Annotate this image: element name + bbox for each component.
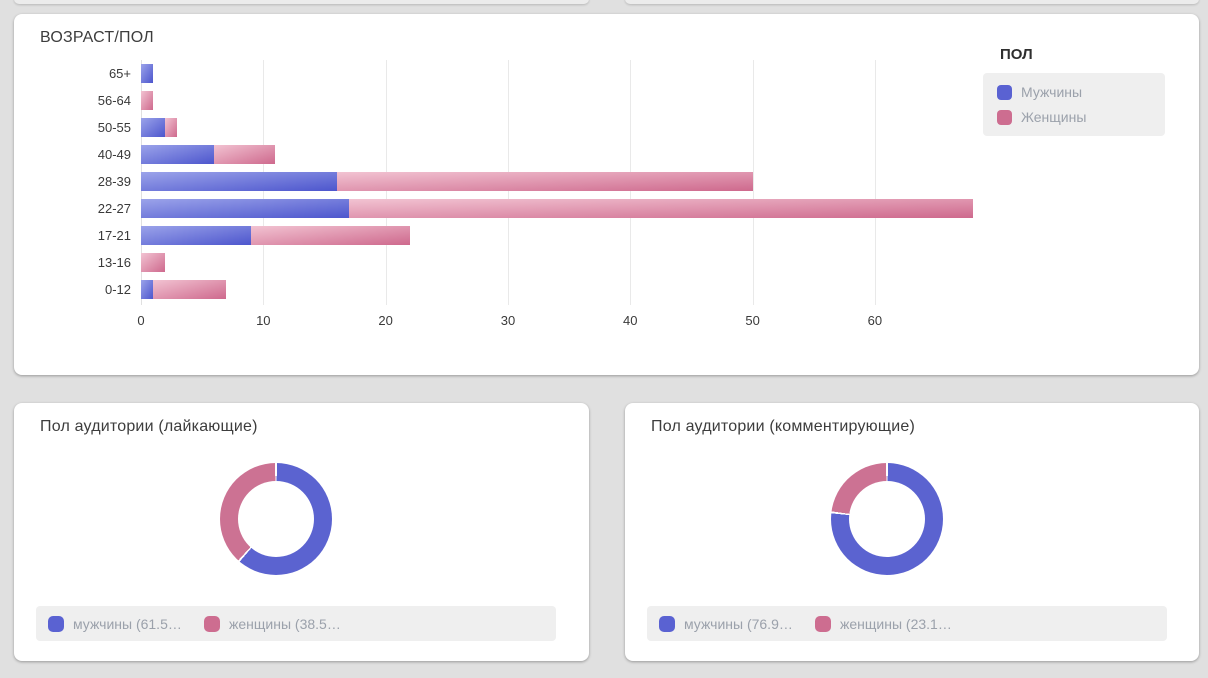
likers-gender-card: Пол аудитории (лайкающие) мужчины (61.5……: [14, 403, 589, 661]
bar-segment-female[interactable]: [165, 118, 177, 137]
x-tick-label: 0: [137, 313, 145, 328]
bar-segment-male[interactable]: [141, 118, 165, 137]
bar-segment-female[interactable]: [214, 145, 275, 164]
commenters-gender-card: Пол аудитории (комментирующие) мужчины (…: [625, 403, 1199, 661]
y-category-label: 50-55: [97, 120, 131, 135]
gridline: [874, 60, 876, 305]
bar-row: [141, 222, 985, 249]
legend-item-male[interactable]: мужчины (61.5…: [48, 615, 204, 632]
bar-segment-female[interactable]: [349, 199, 973, 218]
y-category-label: 0-12: [104, 282, 131, 297]
x-tick-label: 10: [256, 313, 271, 328]
bar-segment-male[interactable]: [141, 172, 337, 191]
age-gender-card-title: ВОЗРАСТ/ПОЛ: [40, 29, 154, 46]
x-tick-label: 50: [745, 313, 760, 328]
bar-segment-female[interactable]: [251, 226, 410, 245]
y-category-label: 65+: [108, 66, 131, 81]
bar-segment-male[interactable]: [141, 280, 153, 299]
commenters-card-title: Пол аудитории (комментирующие): [651, 418, 916, 435]
gender-legend-title: ПОЛ: [1000, 46, 1033, 63]
age-gender-card: ВОЗРАСТ/ПОЛ 65+ 56-64 50-55 40-49 28-39 22-27…: [14, 14, 1199, 375]
bar-row: [141, 87, 985, 114]
bar-row: [141, 60, 985, 87]
y-axis-category-labels: 65+ 56-64 50-55 40-49 28-39 22-27 17-21 13-16 0-…: [14, 60, 131, 303]
bar-segment-male[interactable]: [141, 145, 214, 164]
bar-segment-male[interactable]: [141, 199, 349, 218]
gridline: [752, 60, 754, 305]
bar-segment-female[interactable]: [153, 280, 226, 299]
legend-item-female[interactable]: женщины (38.5…: [204, 615, 360, 632]
legend-swatch: [997, 84, 1012, 100]
legend-item-male[interactable]: мужчины (76.9…: [659, 615, 815, 632]
age-gender-plot: [141, 60, 985, 305]
likers-legend: мужчины (61.5… женщины (38.5…: [36, 606, 556, 641]
x-tick-label: 60: [867, 313, 883, 328]
x-tick-label: 40: [623, 313, 638, 328]
legend-swatch: [997, 109, 1012, 125]
bar-row: [141, 141, 985, 168]
bar-row: [141, 249, 985, 276]
donut-hole: [849, 481, 925, 557]
bar-segment-female[interactable]: [141, 253, 165, 272]
legend-item-female[interactable]: женщины (23.1…: [815, 615, 971, 632]
x-tick-label: 20: [378, 313, 393, 328]
legend-swatch: [659, 615, 675, 632]
likers-donut-chart[interactable]: [220, 463, 332, 575]
legend-swatch: [204, 615, 220, 632]
gender-legend: Мужчины Женщины: [983, 73, 1165, 136]
y-category-label: 40-49: [97, 147, 131, 162]
bar-row: [141, 195, 985, 222]
partial-card-top-right: [625, 0, 1199, 4]
y-category-label: 28-39: [97, 174, 131, 189]
legend-label: Мужчины: [1021, 84, 1083, 100]
bar-row: [141, 168, 985, 195]
likers-card-title: Пол аудитории (лайкающие): [40, 418, 258, 435]
commenters-legend: мужчины (76.9… женщины (23.1…: [647, 606, 1167, 641]
bar-row: [141, 114, 985, 141]
partial-card-top-left: [14, 0, 589, 4]
legend-label: женщины (23.1…: [840, 615, 952, 632]
y-category-label: 17-21: [97, 228, 131, 243]
legend-item-female[interactable]: Женщины: [997, 109, 1151, 125]
legend-swatch: [48, 615, 64, 632]
x-tick-label: 30: [500, 313, 516, 328]
bar-segment-male[interactable]: [141, 64, 153, 83]
legend-label: женщины (38.5…: [229, 615, 341, 632]
bar-segment-female[interactable]: [337, 172, 753, 191]
legend-label: Женщины: [1021, 109, 1087, 125]
legend-item-male[interactable]: Мужчины: [997, 84, 1151, 100]
legend-swatch: [815, 615, 831, 632]
donut-hole: [238, 481, 314, 557]
y-category-label: 22-27: [97, 201, 131, 216]
bar-segment-female[interactable]: [141, 91, 153, 110]
legend-label: мужчины (61.5…: [73, 615, 182, 632]
y-category-label: 13-16: [97, 255, 131, 270]
bar-row: [141, 276, 985, 303]
commenters-donut-chart[interactable]: [831, 463, 943, 575]
bar-segment-male[interactable]: [141, 226, 251, 245]
x-axis-tick-labels: 0 10 20 30 40 50 60: [137, 313, 985, 331]
legend-label: мужчины (76.9…: [684, 615, 793, 632]
y-category-label: 56-64: [97, 93, 131, 108]
